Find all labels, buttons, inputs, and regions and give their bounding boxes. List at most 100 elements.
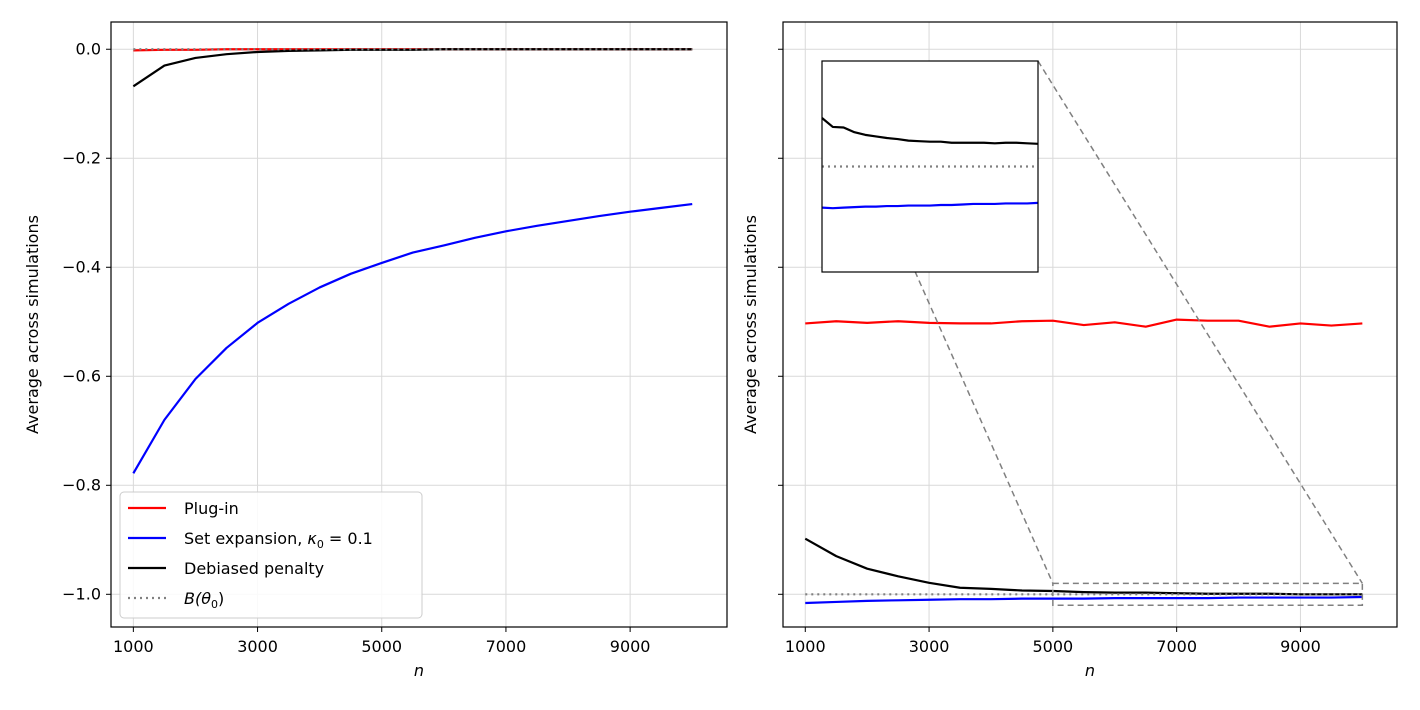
- inset-series-line-2: [821, 201, 1039, 210]
- data-point: [629, 48, 631, 50]
- data-point: [660, 48, 662, 50]
- data-point: [163, 419, 165, 421]
- data-point: [928, 599, 930, 601]
- legend-label-3: B(θ0): [184, 589, 224, 611]
- data-point: [1299, 593, 1301, 595]
- data-point: [1114, 321, 1116, 323]
- series-line-2: [804, 537, 1363, 596]
- data-point: [1021, 320, 1023, 322]
- data-point: [1176, 593, 1178, 595]
- data-point: [835, 555, 837, 557]
- data-point: [163, 48, 165, 50]
- data-point: [505, 230, 507, 232]
- data-point: [1083, 593, 1085, 595]
- series-group: [804, 318, 1363, 605]
- data-point: [691, 203, 693, 205]
- data-point: [1207, 320, 1209, 322]
- x-tick-label: 5000: [361, 637, 402, 656]
- data-point: [474, 237, 476, 239]
- data-point: [598, 48, 600, 50]
- data-point: [990, 593, 992, 595]
- y-tick-label: 0.0: [76, 39, 101, 58]
- data-point: [536, 48, 538, 50]
- data-point: [1268, 593, 1270, 595]
- x-tick-label: 7000: [486, 637, 527, 656]
- data-point: [256, 48, 258, 50]
- series-line-1: [132, 202, 693, 474]
- data-point: [1021, 593, 1023, 595]
- data-point: [412, 48, 414, 50]
- data-point: [1361, 322, 1363, 324]
- x-tick-label: 5000: [1033, 637, 1074, 656]
- legend-box: [119, 491, 423, 619]
- data-point: [1114, 593, 1116, 595]
- data-point: [1145, 326, 1147, 328]
- data-point: [660, 207, 662, 209]
- data-point: [1052, 320, 1054, 322]
- data-point: [804, 538, 806, 540]
- data-point: [1207, 597, 1209, 599]
- series-line-1: [805, 595, 1363, 605]
- data-point: [866, 600, 868, 602]
- inset-series-line-0: [821, 117, 1039, 145]
- data-point: [804, 602, 806, 604]
- data-point: [132, 48, 134, 50]
- y-axis-label: Average across simulations: [741, 215, 760, 434]
- data-point: [959, 593, 961, 595]
- inset: [821, 60, 1364, 606]
- y-tick-label: −1.0: [62, 584, 101, 603]
- data-point: [1237, 593, 1239, 595]
- data-point: [897, 320, 899, 322]
- x-tick-label: 9000: [610, 637, 651, 656]
- x-tick-label: 7000: [1156, 637, 1197, 656]
- data-point: [1145, 593, 1147, 595]
- y-axis-label: Average across simulations: [23, 215, 42, 434]
- data-point: [474, 48, 476, 50]
- data-point: [866, 322, 868, 324]
- zoom-region-box: [1052, 582, 1364, 606]
- data-point: [1052, 598, 1054, 600]
- data-point: [412, 251, 414, 253]
- data-point: [1268, 326, 1270, 328]
- x-tick-label: 1000: [113, 637, 154, 656]
- x-tick-label: 1000: [785, 637, 826, 656]
- data-point: [536, 225, 538, 227]
- data-point: [804, 322, 806, 324]
- x-tick-label: 3000: [237, 637, 278, 656]
- data-point: [505, 48, 507, 50]
- data-point: [1021, 589, 1023, 591]
- legend: Plug-in Set expansion, κ0 = 0.1 Debiased p…: [119, 491, 423, 619]
- data-point: [835, 320, 837, 322]
- legend-label-2: Debiased penalty: [184, 559, 324, 578]
- series-line-2: [132, 48, 693, 88]
- axes-frame: [110, 21, 728, 628]
- data-point: [1330, 596, 1332, 598]
- legend-label-0: Plug-in: [184, 499, 239, 518]
- y-tick-label: −0.8: [62, 475, 101, 494]
- data-point: [287, 48, 289, 50]
- data-point: [691, 48, 693, 50]
- data-point: [835, 601, 837, 603]
- data-point: [866, 593, 868, 595]
- data-point: [163, 65, 165, 67]
- data-point: [194, 57, 196, 59]
- data-point: [990, 322, 992, 324]
- data-point: [1145, 597, 1147, 599]
- data-point: [897, 599, 899, 601]
- data-point: [990, 588, 992, 590]
- data-point: [897, 575, 899, 577]
- x-tick-label: 9000: [1280, 637, 1321, 656]
- panel-right: 1000 3000 5000 7000 9000 n Average across simu…: [741, 21, 1398, 680]
- data-point: [225, 48, 227, 50]
- y-tick-label: −0.4: [62, 257, 101, 276]
- data-point: [1114, 597, 1116, 599]
- data-point: [928, 582, 930, 584]
- y-tick-label: −0.2: [62, 148, 101, 167]
- data-point: [287, 303, 289, 305]
- data-point: [1176, 318, 1178, 320]
- data-point: [1299, 322, 1301, 324]
- data-point: [381, 48, 383, 50]
- data-point: [598, 215, 600, 217]
- y-tick-label: −0.6: [62, 366, 101, 385]
- zoom-connector-right: [1037, 60, 1363, 584]
